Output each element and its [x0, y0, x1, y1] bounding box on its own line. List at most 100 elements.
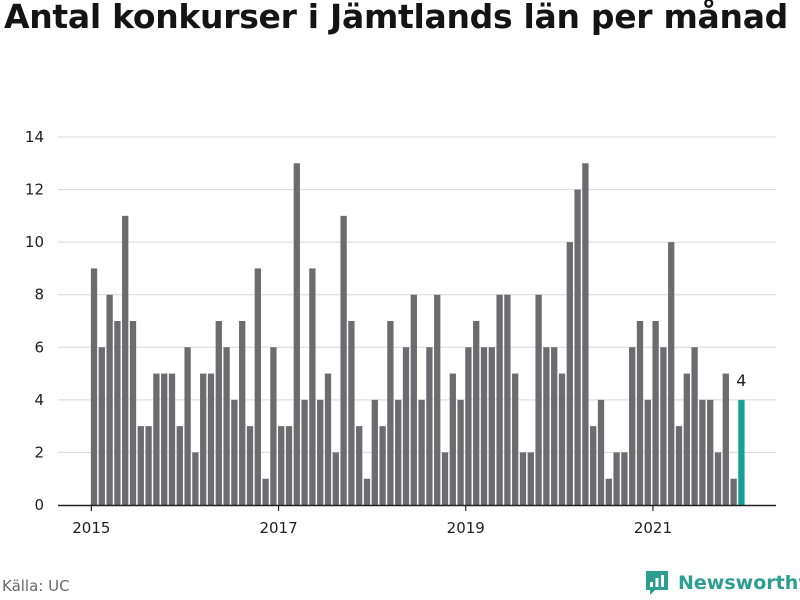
bar: [153, 373, 160, 505]
bar: [285, 426, 293, 505]
bar: [371, 399, 378, 505]
bar: [590, 426, 597, 505]
bar: [441, 452, 449, 505]
bar: [387, 321, 394, 505]
bar: [278, 426, 285, 505]
bar: [348, 321, 355, 505]
bar: [730, 478, 737, 505]
y-tick-label: 12: [25, 181, 44, 199]
bar: [207, 373, 215, 505]
bar: [605, 478, 612, 505]
bar: [496, 294, 503, 505]
bar: [239, 321, 246, 505]
last-value-label: 4: [736, 371, 746, 390]
bar: [270, 347, 277, 505]
bar: [317, 399, 324, 505]
bar: [114, 321, 121, 505]
bar: [558, 373, 566, 505]
x-tick-label: 2019: [447, 519, 485, 537]
bar: [449, 373, 456, 505]
bar: [137, 426, 144, 505]
y-tick-label: 6: [34, 338, 44, 356]
bar: [707, 399, 714, 505]
x-tick-label: 2015: [72, 519, 110, 537]
bar: [512, 373, 519, 505]
bar: [504, 294, 511, 505]
x-tick-label: 2017: [259, 519, 297, 537]
bar: [434, 294, 441, 505]
y-tick-label: 14: [25, 128, 44, 146]
bar: [293, 163, 300, 506]
bar: [192, 452, 199, 505]
bar: [324, 373, 332, 505]
x-tick-label: 2021: [634, 519, 672, 537]
bar: [332, 452, 339, 505]
y-tick-label: 10: [25, 233, 44, 251]
source-note: Källa: UC: [2, 577, 70, 595]
bar: [301, 399, 308, 505]
brand: Newsworthy: [644, 568, 800, 598]
bar: [535, 294, 542, 505]
bar: [691, 347, 698, 505]
bar: [613, 452, 620, 505]
bar: [106, 294, 113, 505]
bar: [675, 426, 683, 505]
bar: [636, 321, 644, 505]
bar: [168, 373, 176, 505]
bar: [363, 478, 371, 505]
bar: [356, 426, 363, 505]
bar: [457, 399, 464, 505]
bar: [426, 347, 433, 505]
y-tick-label: 2: [34, 443, 44, 461]
bar: [465, 347, 472, 505]
bar: [488, 347, 495, 505]
bar: [722, 373, 729, 505]
bar: [527, 452, 534, 505]
bars: [90, 163, 745, 506]
bar: [246, 426, 254, 505]
bar: [582, 163, 589, 506]
bar: [231, 399, 238, 505]
bar: [714, 452, 722, 505]
bar: [597, 399, 605, 505]
y-tick-label: 8: [34, 286, 44, 304]
chart-title: Antal konkurser i Jämtlands län per måna…: [4, 0, 789, 36]
bar: [379, 426, 386, 505]
bar: [340, 215, 347, 506]
bar: [652, 321, 659, 505]
bar: [574, 189, 581, 505]
bar: [262, 478, 269, 505]
bar: [129, 321, 137, 505]
bar: [215, 321, 222, 505]
bar: [309, 268, 316, 505]
bar: [519, 452, 527, 505]
labels: 0 2 4 6 8 10 12 14 2015 2017 2019 2021 4: [25, 128, 747, 537]
y-tick-label: 0: [34, 496, 44, 514]
bar: [668, 242, 675, 505]
bar: [90, 268, 98, 505]
bar: [410, 294, 417, 505]
axes: [58, 504, 776, 511]
bar-highlight: [738, 399, 745, 505]
y-tick-label: 4: [34, 391, 44, 409]
bar: [683, 373, 690, 505]
bar: [551, 347, 558, 505]
bar: [566, 242, 573, 505]
bar: [418, 399, 425, 505]
bar: [145, 426, 152, 505]
bar: [200, 373, 207, 505]
bar: [644, 399, 651, 505]
bar: [629, 347, 636, 505]
bar: [98, 347, 105, 505]
bar: [699, 399, 706, 505]
bar: [254, 268, 261, 505]
bar: [473, 321, 480, 505]
bar-chart-logo-icon: [646, 571, 668, 595]
bar: [543, 347, 550, 505]
bar: [122, 215, 129, 506]
bar: [184, 347, 191, 505]
bar: [402, 347, 410, 505]
bar: [660, 347, 667, 505]
bar: [161, 373, 168, 505]
